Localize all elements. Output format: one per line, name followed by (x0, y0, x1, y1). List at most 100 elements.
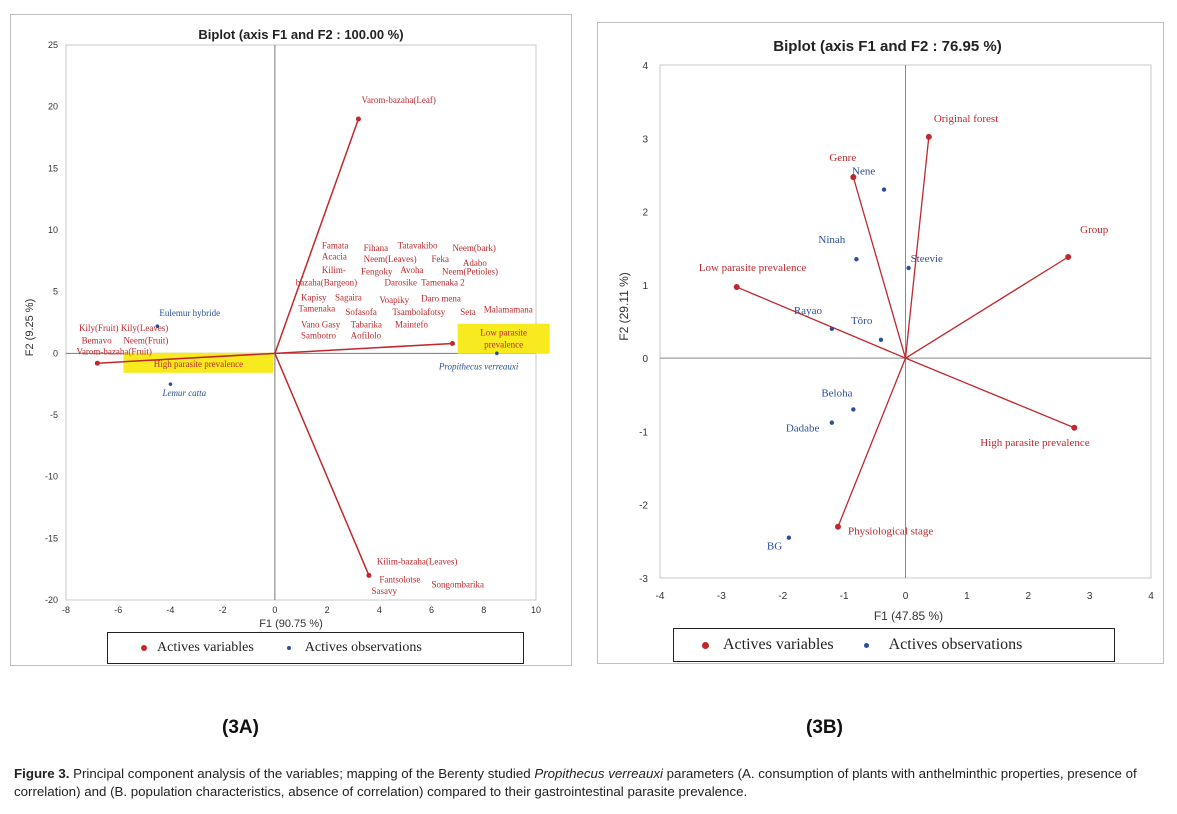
variable-label: Low parasite (480, 328, 527, 338)
observation-point (851, 407, 856, 412)
plant-label: Sambotro (301, 331, 336, 341)
caption-part1: Principal component analysis of the vari… (69, 766, 535, 781)
x-tick-label: 8 (481, 605, 486, 615)
plant-label: Adabo (463, 258, 487, 268)
observation-label: Steevie (911, 253, 943, 265)
highlight-high-prevalence (123, 352, 274, 373)
caption-species: Propithecus verreauxi (534, 766, 663, 781)
observation-point (786, 535, 792, 540)
variable-label: Original forest (934, 113, 998, 125)
x-tick-label: -2 (219, 605, 227, 615)
observation-label: Tôro (851, 315, 873, 327)
variable-vector (274, 342, 453, 355)
x-tick-label: 10 (531, 605, 541, 615)
chart-title: Biplot (axis F1 and F2 : 76.95 %) (773, 38, 1001, 55)
variable-vector (905, 357, 1075, 429)
plant-label: Voapiky (379, 295, 409, 305)
variable-vector (904, 136, 930, 359)
plant-label: Maintefo (395, 319, 428, 329)
legend-observation-label: Actives observations (888, 636, 1023, 653)
variable-label: High parasite prevalence (980, 437, 1089, 449)
variable-label: Varom-bazaha(Leaf) (361, 95, 435, 105)
legend-variable-dot (141, 645, 147, 651)
y-tick-label: 25 (48, 40, 58, 50)
plant-label: Varom-bazaha(Fruit) (76, 347, 151, 357)
y-tick-label: 10 (48, 225, 58, 235)
legend-observation-label: Actives observations (304, 640, 422, 655)
observation-point (829, 420, 835, 425)
plant-label: Aofilolo (351, 331, 382, 341)
observation-label: Nene (852, 166, 875, 178)
y-tick-label: 0 (642, 354, 648, 365)
plant-label: Feka (432, 254, 450, 264)
plant-label: Kapisy (301, 292, 327, 302)
y-tick-label: 15 (48, 163, 58, 173)
plant-label: Tamenaka 2 (421, 278, 465, 288)
plot-area-frame (65, 44, 537, 601)
biplot-3b-chart: Biplot (axis F1 and F2 : 76.95 %) -4 -3 -2 -… (617, 38, 1154, 623)
observation-point (168, 382, 173, 386)
x-tick-label: -4 (166, 605, 174, 615)
y-tick-label: 2 (642, 208, 648, 219)
variable-vector (274, 118, 360, 354)
plant-label: Neem(bark) (452, 243, 495, 253)
plant-label: Tatavakibo (398, 241, 438, 251)
variable-point (733, 284, 740, 291)
legend-observation-dot (863, 642, 869, 648)
variable-vector (736, 286, 906, 359)
plant-label: Sofasofa (345, 307, 377, 317)
y-tick-label: -15 (45, 533, 58, 543)
caption-part2: parameters (A. consumption of plants wit… (14, 766, 1137, 799)
y-tick-label: 3 (642, 134, 648, 145)
y-tick-label: -10 (45, 472, 58, 482)
observation-label: Rayao (794, 305, 823, 317)
observation-label: Lemur catta (161, 388, 206, 398)
plant-label: Kilim- (322, 265, 346, 275)
variable-label: Group (1080, 224, 1109, 236)
sublabel-3b: (3B) (806, 717, 843, 738)
legend-variable-label: Actives variables (723, 636, 834, 653)
observation-point (881, 187, 887, 192)
plant-label: Acacia (322, 252, 347, 262)
plant-label: Darosike (385, 278, 418, 288)
plant-label: Tabarika (351, 319, 382, 329)
variable-point (449, 340, 455, 346)
variable-label: Kilim-bazaha(Leaves) (377, 556, 457, 566)
figure-caption: Figure 3. Principal component analysis o… (14, 765, 1164, 801)
y-axis-label: F2 (9.25 %) (24, 299, 36, 356)
x-tick-label: 1 (964, 591, 970, 602)
legend-observation-dot (286, 646, 291, 650)
x-tick-label: -8 (62, 605, 70, 615)
y-tick-label: -20 (45, 595, 58, 605)
x-tick-label: 4 (1148, 591, 1154, 602)
observation-label: BG (767, 541, 782, 553)
observation-label: Propithecus verreauxi (438, 361, 519, 371)
variable-point (355, 116, 361, 122)
variable-point (366, 572, 372, 578)
variable-label: Low parasite prevalence (699, 262, 807, 274)
plant-label: Malamamana (484, 305, 533, 315)
legend-3b: Actives variables Actives observations (673, 628, 1115, 662)
y-tick-label: 0 (53, 348, 58, 358)
biplot-3a-chart: Biplot (axis F1 and F2 : 100.00 %) -8 -6 -4… (24, 27, 550, 630)
y-tick-label: -3 (639, 574, 648, 585)
x-tick-label: -1 (840, 591, 849, 602)
variable-vector (852, 176, 907, 359)
observation-point (155, 324, 160, 329)
variable-point (834, 523, 841, 530)
highlight-low-prevalence (457, 323, 550, 354)
y-tick-label: 4 (642, 61, 648, 72)
plant-label: Sasavy (372, 586, 398, 596)
plant-label: Neem(Fruit) (123, 335, 168, 345)
legend-variable-label: Actives variables (157, 640, 254, 655)
plant-label: Neem(Petioles) (442, 266, 498, 276)
variable-vector (97, 352, 275, 364)
legend-3a: Actives variables Actives observations (107, 632, 524, 664)
x-tick-label: -4 (656, 591, 665, 602)
variable-label: Genre (829, 152, 856, 164)
variable-label: High parasite prevalence (154, 359, 243, 369)
y-tick-label: -2 (639, 501, 648, 512)
x-axis-label: F1 (90.75 %) (259, 618, 323, 630)
plant-label: Daro mena (421, 294, 461, 304)
x-tick-label: 2 (325, 605, 330, 615)
